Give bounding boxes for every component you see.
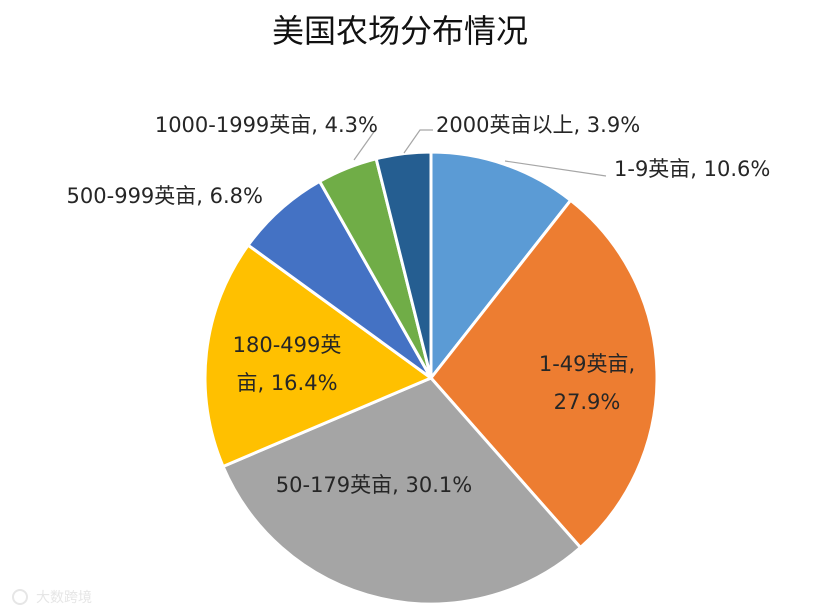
slice-label: 180-499英亩, 16.4% xyxy=(233,333,342,395)
slice-label: 1-9英亩, 10.6% xyxy=(614,157,770,181)
pie-slice xyxy=(203,243,433,468)
watermark: 大数跨境 xyxy=(12,589,92,606)
slice-label: 1000-1999英亩, 4.3% xyxy=(155,113,378,137)
chart-title: 美国农场分布情况 xyxy=(272,12,528,50)
watermark-text: 大数跨境 xyxy=(36,590,92,606)
pie-slice xyxy=(221,376,582,606)
leader-line xyxy=(353,128,377,161)
leader-lines xyxy=(353,128,607,177)
slice-label: 1-49英亩, 27.9% xyxy=(539,352,635,414)
leader-line xyxy=(504,160,607,177)
pie-slice xyxy=(429,198,659,550)
slice-label: 2000英亩以上, 3.9% xyxy=(436,113,640,137)
pie-slice xyxy=(374,150,433,380)
slice-label: 50-179英亩, 30.1% xyxy=(276,473,472,497)
slice-labels: 1-9英亩, 10.6% 1-49英亩, 27.9% 50-179英亩, 30.1% 1… xyxy=(67,113,771,497)
pie-slice xyxy=(429,150,573,380)
leader-line xyxy=(403,129,433,154)
slice-label: 500-999英亩, 6.8% xyxy=(67,184,263,208)
watermark-logo-icon xyxy=(12,589,28,605)
pie-slices xyxy=(203,150,659,606)
